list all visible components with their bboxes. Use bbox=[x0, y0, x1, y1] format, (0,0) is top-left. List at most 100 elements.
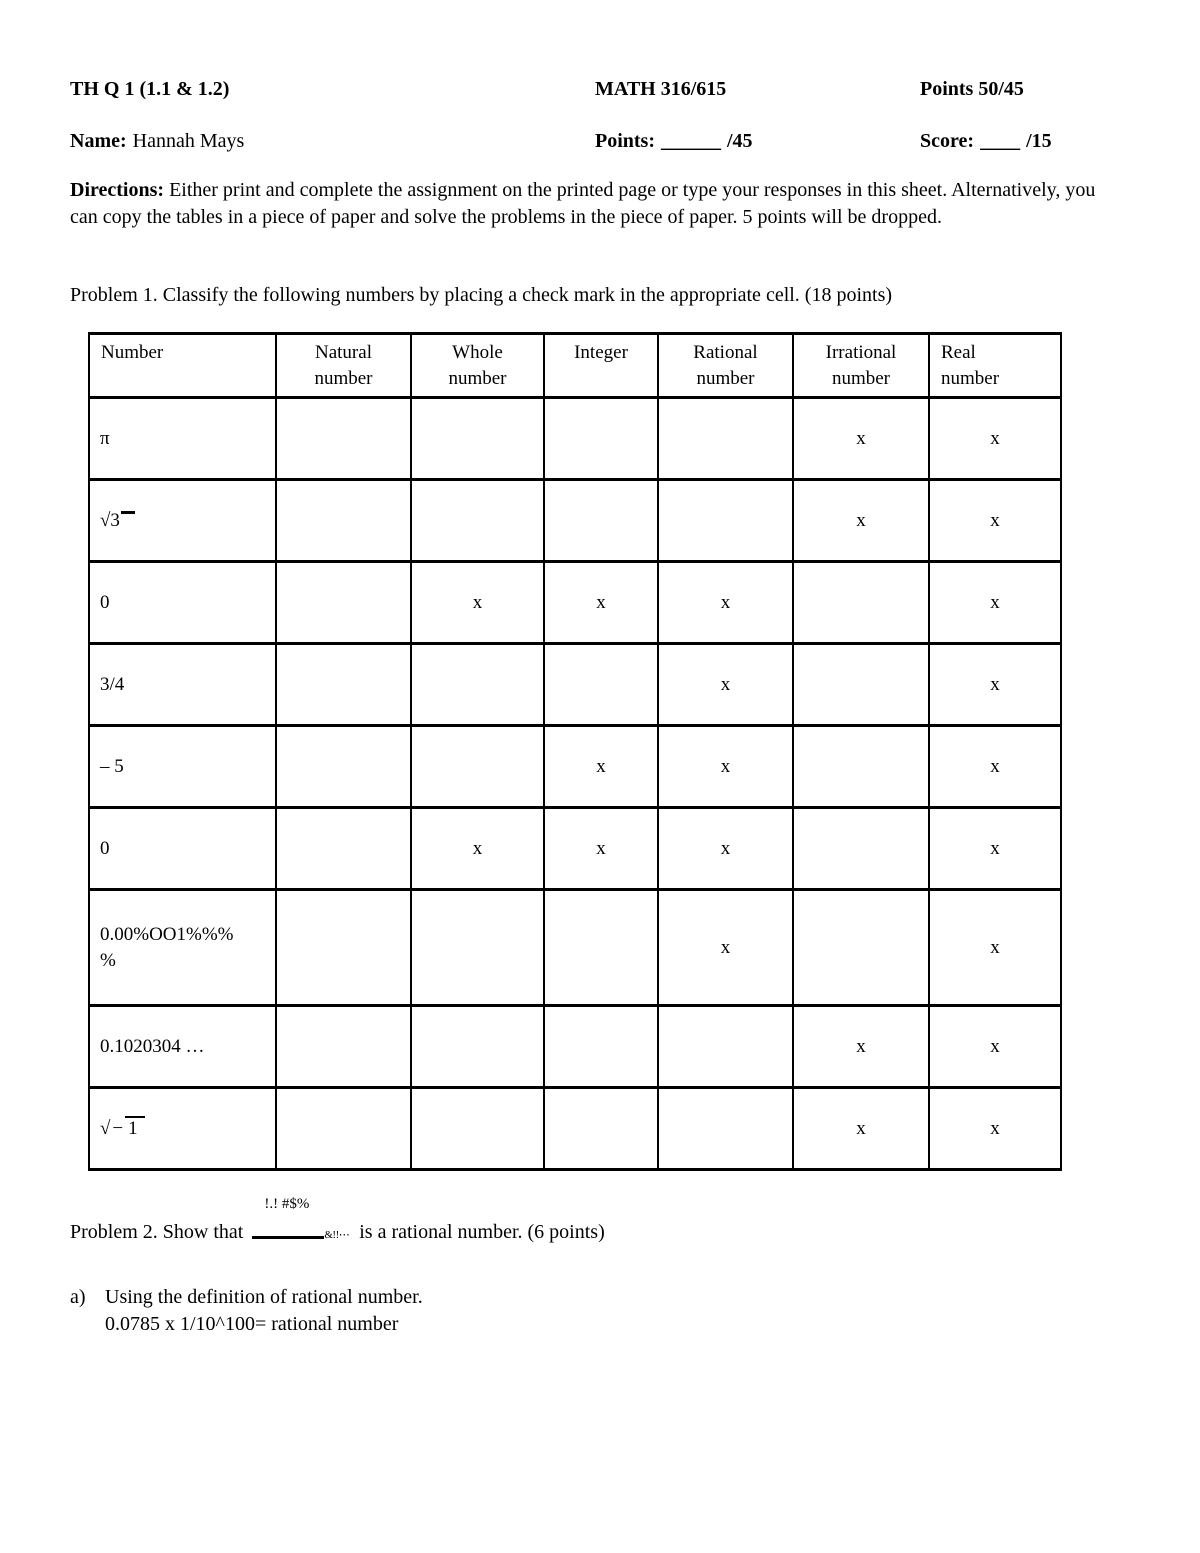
empty-cell bbox=[410, 642, 545, 727]
number-cell: 3/4 bbox=[88, 642, 277, 727]
directions-label: Directions: bbox=[70, 179, 165, 201]
check-mark-cell: x bbox=[792, 1004, 930, 1089]
empty-cell bbox=[657, 478, 794, 563]
empty-cell bbox=[410, 888, 545, 1007]
empty-cell bbox=[657, 396, 794, 481]
column-header: Real number bbox=[928, 332, 1062, 399]
check-mark-cell: x bbox=[657, 806, 794, 891]
empty-cell bbox=[410, 396, 545, 481]
check-mark-cell: x bbox=[657, 642, 794, 727]
empty-cell bbox=[543, 1086, 659, 1171]
number-label: π bbox=[100, 427, 110, 449]
name-line: Name: Hannah Mays bbox=[70, 130, 244, 153]
column-header: Integer bbox=[543, 332, 659, 399]
part-a-label: a) bbox=[70, 1286, 86, 1308]
check-mark-cell: x bbox=[928, 396, 1062, 481]
check-mark-cell: x bbox=[928, 1086, 1062, 1171]
number-cell: π bbox=[88, 396, 277, 481]
empty-cell bbox=[543, 1004, 659, 1089]
check-mark-cell: x bbox=[928, 478, 1062, 563]
check-mark-cell: x bbox=[410, 806, 545, 891]
table-row: 0.00%OO1%%% % x x bbox=[88, 888, 1062, 1007]
corrupted-fraction: !.! #$% &!!⋯ bbox=[252, 1196, 350, 1244]
number-cell: √− 1 bbox=[88, 1086, 277, 1171]
table-row: 3/4 x x bbox=[88, 642, 1062, 727]
check-mark-cell: x bbox=[928, 560, 1062, 645]
name-label: Name: bbox=[70, 130, 127, 152]
student-name: Hannah Mays bbox=[132, 130, 245, 152]
score-denominator: /15 bbox=[1026, 130, 1052, 152]
check-mark-cell: x bbox=[543, 806, 659, 891]
number-cell: 0.00%OO1%%% % bbox=[88, 888, 277, 1007]
fraction-denominator: &!!⋯ bbox=[324, 1229, 350, 1241]
points-label: Points: bbox=[595, 130, 655, 152]
empty-cell bbox=[657, 1086, 794, 1171]
table-row: √− 1 x x bbox=[88, 1086, 1062, 1171]
check-mark-cell: x bbox=[792, 478, 930, 563]
empty-cell bbox=[792, 560, 930, 645]
check-mark-cell: x bbox=[928, 1004, 1062, 1089]
radical-vinculum-bar bbox=[120, 510, 135, 514]
empty-cell bbox=[275, 560, 412, 645]
check-mark-cell: x bbox=[928, 888, 1062, 1007]
score-label: Score: bbox=[920, 130, 975, 152]
number-cell: 0.1020304 … bbox=[88, 1004, 277, 1089]
course-code: MATH 316/615 bbox=[595, 78, 727, 100]
empty-cell bbox=[410, 724, 545, 809]
column-header: Whole number bbox=[410, 332, 545, 399]
empty-cell bbox=[657, 1004, 794, 1089]
empty-cell bbox=[543, 642, 659, 727]
points-total: Points 50/45 bbox=[920, 78, 1024, 100]
check-mark-cell: x bbox=[410, 560, 545, 645]
check-mark-cell: x bbox=[928, 724, 1062, 809]
empty-cell bbox=[275, 888, 412, 1007]
number-label: 3/4 bbox=[100, 673, 125, 695]
table-row: √3 x x bbox=[88, 478, 1062, 563]
empty-cell bbox=[792, 888, 930, 1007]
empty-cell bbox=[275, 1004, 412, 1089]
check-mark-cell: x bbox=[792, 396, 930, 481]
check-mark-cell: x bbox=[657, 888, 794, 1007]
directions-text: Either print and complete the assignment… bbox=[70, 179, 1096, 228]
check-mark-cell: x bbox=[657, 724, 794, 809]
number-cell: – 5 bbox=[88, 724, 277, 809]
classification-table: Number Natural number Whole number Integer R… bbox=[88, 332, 1062, 1171]
column-header: Rational number bbox=[657, 332, 794, 399]
classification-table-wrap: Number Natural number Whole number Integer R… bbox=[88, 332, 1062, 1171]
problem2-suffix: is a rational number. (6 points) bbox=[359, 1221, 605, 1243]
directions-paragraph: Directions: Either print and complete th… bbox=[70, 177, 1110, 231]
number-label: 0 bbox=[100, 591, 110, 613]
check-mark-cell: x bbox=[543, 560, 659, 645]
assignment-title: TH Q 1 (1.1 & 1.2) bbox=[70, 78, 230, 100]
empty-cell bbox=[792, 642, 930, 727]
score-blank: ____ bbox=[980, 130, 1021, 152]
overlined-digit: 1 bbox=[125, 1115, 145, 1139]
points-blank: ______ bbox=[661, 130, 721, 152]
empty-cell bbox=[410, 1004, 545, 1089]
number-label: 0.00%OO1%%% % bbox=[100, 923, 234, 971]
empty-cell bbox=[543, 478, 659, 563]
empty-cell bbox=[275, 806, 412, 891]
number-cell: 0 bbox=[88, 560, 277, 645]
empty-cell bbox=[543, 396, 659, 481]
problem2-prefix: Problem 2. Show that bbox=[70, 1221, 244, 1243]
empty-cell bbox=[275, 396, 412, 481]
number-label: √3 bbox=[100, 509, 120, 531]
column-header: Number bbox=[88, 332, 277, 399]
check-mark-cell: x bbox=[792, 1086, 930, 1171]
check-mark-cell: x bbox=[543, 724, 659, 809]
part-a-line2: 0.0785 x 1/10^100= rational number bbox=[105, 1313, 399, 1335]
empty-cell bbox=[275, 642, 412, 727]
points-denominator: /45 bbox=[727, 130, 753, 152]
empty-cell bbox=[410, 1086, 545, 1171]
check-mark-cell: x bbox=[657, 560, 794, 645]
check-mark-cell: x bbox=[928, 642, 1062, 727]
table-header-row: Number Natural number Whole number Integer R… bbox=[88, 332, 1062, 399]
empty-cell bbox=[275, 1086, 412, 1171]
column-header: Irrational number bbox=[792, 332, 930, 399]
table-row: 0.1020304 … x x bbox=[88, 1004, 1062, 1089]
check-mark-cell: x bbox=[928, 806, 1062, 891]
